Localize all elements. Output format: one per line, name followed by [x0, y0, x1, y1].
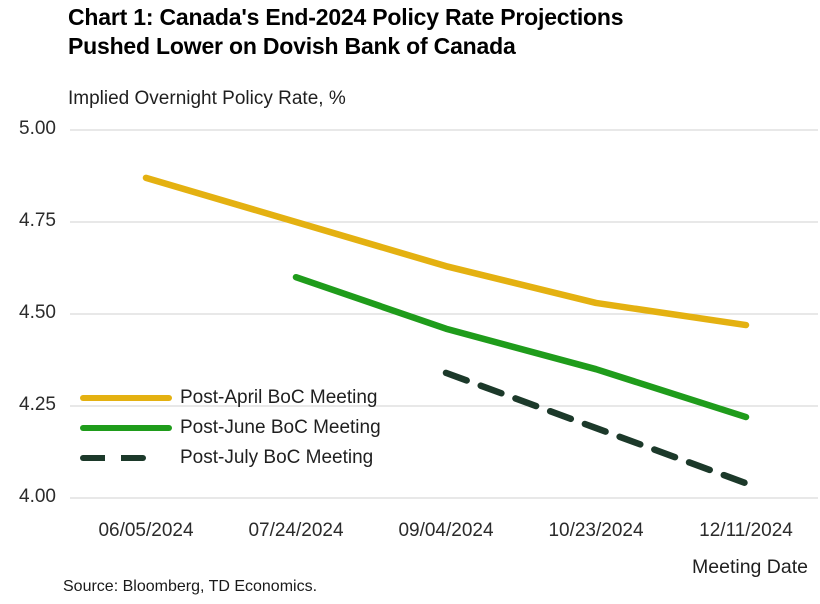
x-axis-title: Meeting Date	[692, 556, 808, 578]
legend-item-post-july: Post-July BoC Meeting	[80, 443, 373, 473]
y-axis-unit-label: Implied Overnight Policy Rate, %	[68, 88, 346, 109]
x-tick-label: 10/23/2024	[548, 520, 644, 541]
x-tick-label: 09/04/2024	[398, 520, 494, 541]
source-note: Source: Bloomberg, TD Economics.	[63, 578, 318, 595]
legend-label: Post-June BoC Meeting	[180, 417, 381, 438]
x-tick-label: 12/11/2024	[699, 520, 793, 541]
y-tick-label: 4.50	[19, 302, 56, 323]
x-tick-label: 07/24/2024	[248, 520, 344, 541]
x-tick-label: 06/05/2024	[98, 520, 194, 541]
y-tick-label: 4.75	[19, 210, 56, 231]
y-tick-label: 4.00	[19, 486, 56, 507]
legend-item-post-april: Post-April BoC Meeting	[80, 383, 377, 413]
legend-label: Post-April BoC Meeting	[180, 387, 378, 408]
legend-label: Post-July BoC Meeting	[180, 447, 374, 468]
legend-line-swatch-post-june	[80, 425, 172, 431]
y-tick-label: 5.00	[19, 118, 56, 139]
legend-line-swatch-post-april	[80, 395, 172, 401]
legend-item-post-june: Post-June BoC Meeting	[80, 413, 381, 443]
y-tick-label: 4.25	[19, 394, 56, 415]
chart-title: Chart 1: Canada's End-2024 Policy Rate P…	[68, 3, 788, 61]
chart-title-line1: Chart 1: Canada's End-2024 Policy Rate P…	[68, 4, 624, 30]
chart-title-line2: Pushed Lower on Dovish Bank of Canada	[68, 33, 516, 59]
legend-line-swatch-post-july	[80, 455, 146, 461]
